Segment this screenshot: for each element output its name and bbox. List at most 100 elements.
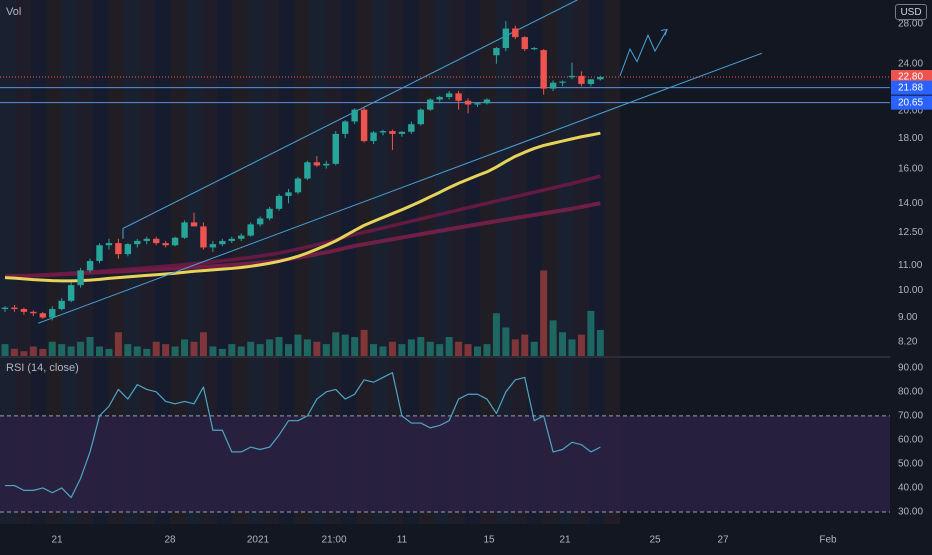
session-band bbox=[93, 0, 109, 524]
candle-body[interactable] bbox=[408, 124, 415, 132]
candle-body[interactable] bbox=[521, 37, 528, 50]
candle-body[interactable] bbox=[105, 243, 113, 246]
candle-body[interactable] bbox=[30, 311, 37, 314]
candle-body[interactable] bbox=[256, 218, 264, 225]
candle-body[interactable] bbox=[134, 240, 141, 245]
candle-body[interactable] bbox=[294, 178, 302, 193]
volume-bar bbox=[303, 339, 311, 356]
time-tick-label: 25 bbox=[649, 535, 661, 546]
candle-body[interactable] bbox=[568, 75, 576, 78]
candle-body[interactable] bbox=[153, 238, 160, 244]
candle-body[interactable] bbox=[559, 81, 566, 83]
session-band bbox=[449, 0, 465, 524]
candle-body[interactable] bbox=[332, 133, 339, 164]
candle-body[interactable] bbox=[313, 162, 321, 166]
candle-body[interactable] bbox=[370, 132, 377, 142]
candle-body[interactable] bbox=[77, 270, 84, 286]
volume-bar bbox=[521, 334, 529, 356]
volume-bar bbox=[218, 348, 226, 356]
candle-body[interactable] bbox=[493, 48, 500, 56]
candle-body[interactable] bbox=[323, 163, 330, 166]
candle-body[interactable] bbox=[427, 99, 434, 110]
candle-body[interactable] bbox=[143, 238, 150, 241]
volume-bar bbox=[199, 332, 207, 356]
candle-body[interactable] bbox=[162, 243, 169, 246]
candle-body[interactable] bbox=[436, 97, 443, 100]
session-band bbox=[372, 0, 388, 524]
candle-body[interactable] bbox=[285, 192, 292, 196]
candle-body[interactable] bbox=[181, 222, 188, 238]
candle-body[interactable] bbox=[531, 48, 538, 50]
volume-bar bbox=[256, 344, 264, 356]
candle-body[interactable] bbox=[124, 244, 132, 255]
volume-bar bbox=[596, 329, 604, 356]
candle-body[interactable] bbox=[512, 28, 519, 38]
candle-body[interactable] bbox=[67, 285, 75, 301]
candle-body[interactable] bbox=[49, 309, 56, 318]
session-band bbox=[418, 0, 434, 524]
volume-bar bbox=[559, 332, 567, 356]
candle-body[interactable] bbox=[219, 240, 226, 245]
channel-lower-line[interactable] bbox=[37, 52, 763, 324]
candle-body[interactable] bbox=[587, 79, 595, 84]
candle-body[interactable] bbox=[11, 307, 18, 310]
volume-bar bbox=[568, 339, 576, 356]
volume-bar bbox=[29, 346, 37, 356]
candle-body[interactable] bbox=[445, 93, 453, 98]
candle-body[interactable] bbox=[502, 28, 510, 49]
session-band bbox=[62, 0, 78, 524]
candle-body[interactable] bbox=[398, 131, 406, 134]
candle-body[interactable] bbox=[379, 131, 387, 133]
candle-body[interactable] bbox=[238, 235, 245, 239]
candle-body[interactable] bbox=[190, 222, 198, 227]
candle-body[interactable] bbox=[342, 121, 349, 134]
candle-body[interactable] bbox=[351, 109, 358, 122]
candle-body[interactable] bbox=[39, 313, 46, 318]
volume-bar bbox=[445, 337, 453, 356]
projection-path[interactable] bbox=[619, 29, 668, 77]
volume-bar bbox=[455, 341, 463, 356]
candle-body[interactable] bbox=[266, 208, 273, 219]
volume-bar bbox=[407, 339, 415, 356]
volume-bar bbox=[10, 348, 18, 356]
candle-body[interactable] bbox=[171, 237, 179, 246]
candle-body[interactable] bbox=[228, 238, 235, 241]
candle-body[interactable] bbox=[474, 103, 481, 105]
candle-body[interactable] bbox=[1, 307, 9, 310]
volume-bar bbox=[313, 341, 321, 356]
candle-body[interactable] bbox=[597, 77, 604, 80]
session-band bbox=[604, 0, 620, 524]
candle-body[interactable] bbox=[86, 260, 94, 271]
candle-body[interactable] bbox=[115, 243, 122, 255]
candle-body[interactable] bbox=[389, 131, 396, 134]
candle-body[interactable] bbox=[464, 100, 472, 105]
price-tick-label: 8.20 bbox=[898, 336, 918, 347]
volume-bar bbox=[360, 329, 368, 356]
volume-bar bbox=[67, 346, 75, 356]
candle-body[interactable] bbox=[483, 99, 491, 104]
candle-body[interactable] bbox=[58, 300, 65, 310]
candle-body[interactable] bbox=[455, 93, 462, 101]
candle-body[interactable] bbox=[540, 50, 547, 89]
volume-bar bbox=[587, 310, 595, 356]
price-tick-label: 9.00 bbox=[898, 312, 918, 323]
candle-body[interactable] bbox=[200, 226, 207, 248]
candle-body[interactable] bbox=[275, 195, 283, 209]
candle-body[interactable] bbox=[304, 162, 311, 179]
candle-body[interactable] bbox=[247, 224, 254, 236]
candle-body[interactable] bbox=[96, 245, 103, 261]
volume-bar bbox=[114, 332, 122, 356]
candle-body[interactable] bbox=[549, 82, 557, 89]
candle-body[interactable] bbox=[417, 109, 424, 125]
candle-body[interactable] bbox=[20, 309, 28, 312]
volume-bar bbox=[332, 332, 340, 356]
candle-body[interactable] bbox=[578, 75, 585, 84]
currency-badge[interactable]: USD bbox=[895, 4, 927, 20]
candle-body[interactable] bbox=[360, 109, 368, 142]
rsi-tick-label: 70.00 bbox=[898, 411, 923, 422]
price-tick-label: 28.00 bbox=[898, 18, 923, 29]
candle-body[interactable] bbox=[209, 244, 217, 248]
session-band bbox=[434, 0, 450, 524]
